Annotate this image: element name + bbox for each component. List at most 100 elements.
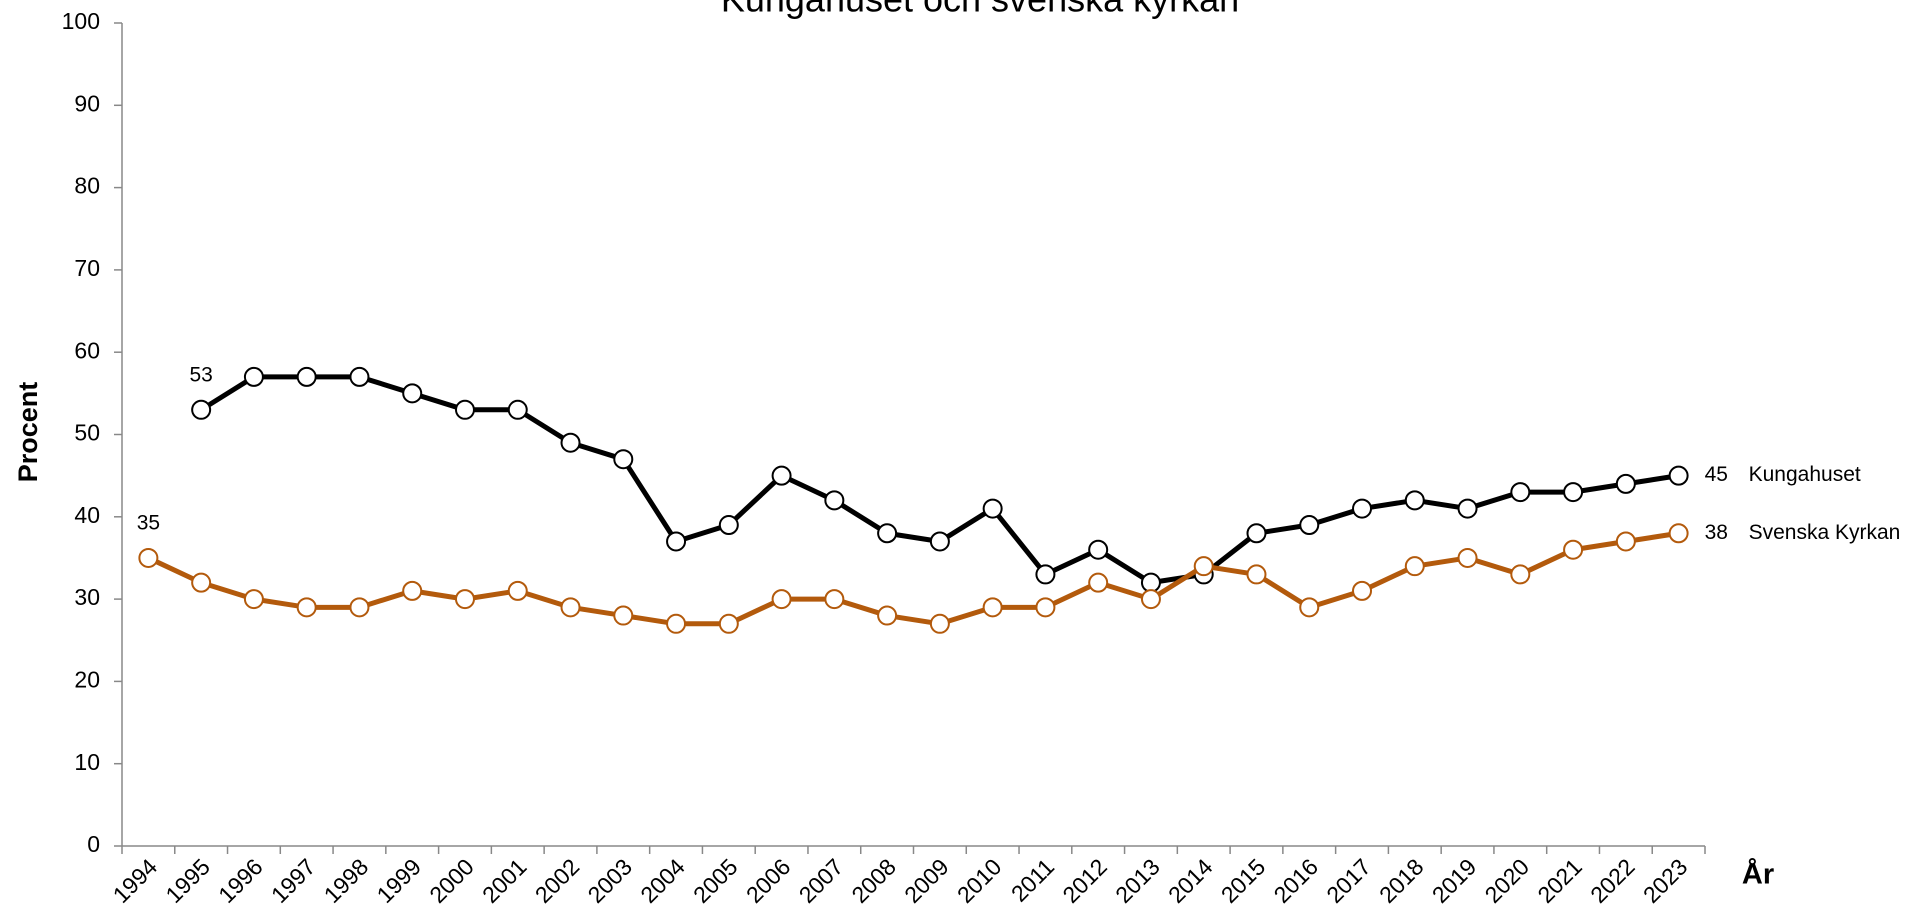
- x-tick-label: 2006: [741, 853, 796, 908]
- marker: [1615, 531, 1636, 552]
- marker: [349, 366, 370, 387]
- legend-label: Kungahuset: [1749, 463, 1861, 486]
- legend-label: Svenska Kyrkan: [1749, 521, 1901, 544]
- marker: [1193, 556, 1214, 577]
- marker: [771, 589, 792, 610]
- x-tick-label: 2003: [583, 853, 638, 908]
- marker: [613, 449, 634, 470]
- chart-title: Kungahuset och svenska kyrkan: [721, 0, 1239, 20]
- marker: [1088, 539, 1109, 560]
- x-tick-label: 2002: [530, 853, 585, 908]
- marker: [454, 589, 475, 610]
- x-tick-label: 2009: [899, 853, 954, 908]
- marker: [929, 613, 950, 634]
- y-tick-label: 60: [74, 337, 100, 363]
- y-tick-label: 90: [74, 90, 100, 116]
- marker: [1563, 539, 1584, 560]
- marker: [929, 531, 950, 552]
- y-tick-label: 50: [74, 420, 100, 446]
- x-tick-label: 2019: [1427, 853, 1482, 908]
- marker: [1035, 597, 1056, 618]
- x-tick-label: 2010: [952, 853, 1007, 908]
- x-tick-label: 2012: [1057, 853, 1112, 908]
- marker: [1140, 589, 1161, 610]
- marker: [1457, 498, 1478, 519]
- marker: [1404, 490, 1425, 511]
- marker: [666, 613, 687, 634]
- marker: [191, 572, 212, 593]
- marker: [402, 383, 423, 404]
- marker: [1563, 482, 1584, 503]
- marker: [138, 547, 159, 568]
- x-tick-label: 1995: [160, 853, 215, 908]
- marker: [1510, 482, 1531, 503]
- x-tick-label: 2013: [1110, 853, 1165, 908]
- marker: [718, 515, 739, 536]
- marker: [1352, 498, 1373, 519]
- marker: [877, 605, 898, 626]
- x-tick-label: 2018: [1374, 853, 1429, 908]
- y-tick-label: 10: [74, 749, 100, 775]
- marker: [1088, 572, 1109, 593]
- y-tick-label: 20: [74, 666, 100, 692]
- marker: [560, 597, 581, 618]
- x-tick-label: 1998: [319, 853, 374, 908]
- x-axis-label: År: [1742, 858, 1774, 891]
- marker: [613, 605, 634, 626]
- marker: [718, 613, 739, 634]
- marker: [1457, 547, 1478, 568]
- marker: [1668, 465, 1689, 486]
- y-tick-label: 0: [87, 831, 100, 857]
- data-label: 45: [1705, 463, 1728, 486]
- marker: [1246, 523, 1267, 544]
- x-tick-label: 2017: [1321, 853, 1376, 908]
- marker: [1510, 564, 1531, 585]
- marker: [1615, 473, 1636, 494]
- x-tick-label: 2007: [794, 853, 849, 908]
- marker: [296, 366, 317, 387]
- x-tick-label: 2023: [1638, 853, 1693, 908]
- x-tick-label: 2015: [1216, 853, 1271, 908]
- x-tick-label: 1999: [371, 853, 426, 908]
- marker: [824, 490, 845, 511]
- marker: [1299, 597, 1320, 618]
- data-label: 38: [1705, 521, 1728, 544]
- y-tick-label: 30: [74, 584, 100, 610]
- marker: [191, 399, 212, 420]
- marker: [1035, 564, 1056, 585]
- x-tick-label: 2016: [1269, 853, 1324, 908]
- marker: [1246, 564, 1267, 585]
- marker: [507, 399, 528, 420]
- marker: [507, 580, 528, 601]
- y-tick-label: 80: [74, 173, 100, 199]
- x-tick-label: 2022: [1585, 853, 1640, 908]
- data-label: 53: [189, 363, 212, 386]
- marker: [1352, 580, 1373, 601]
- y-tick-label: 70: [74, 255, 100, 281]
- x-tick-label: 2014: [1163, 853, 1218, 908]
- marker: [402, 580, 423, 601]
- marker: [982, 498, 1003, 519]
- marker: [1404, 556, 1425, 577]
- x-tick-label: 1997: [266, 853, 321, 908]
- marker: [454, 399, 475, 420]
- series-line: [199, 374, 1680, 586]
- x-tick-label: 2000: [424, 853, 479, 908]
- marker: [877, 523, 898, 544]
- x-tick-label: 2001: [477, 853, 532, 908]
- marker: [243, 366, 264, 387]
- x-tick-label: 1994: [108, 853, 163, 908]
- marker: [1668, 523, 1689, 544]
- marker: [982, 597, 1003, 618]
- marker: [771, 465, 792, 486]
- series-line: [147, 530, 1680, 627]
- marker: [243, 589, 264, 610]
- x-tick-label: 2004: [635, 853, 690, 908]
- marker: [1140, 572, 1161, 593]
- y-axis-label: Procent: [13, 382, 43, 483]
- marker: [349, 597, 370, 618]
- x-tick-label: 2011: [1006, 853, 1059, 906]
- marker: [1299, 515, 1320, 536]
